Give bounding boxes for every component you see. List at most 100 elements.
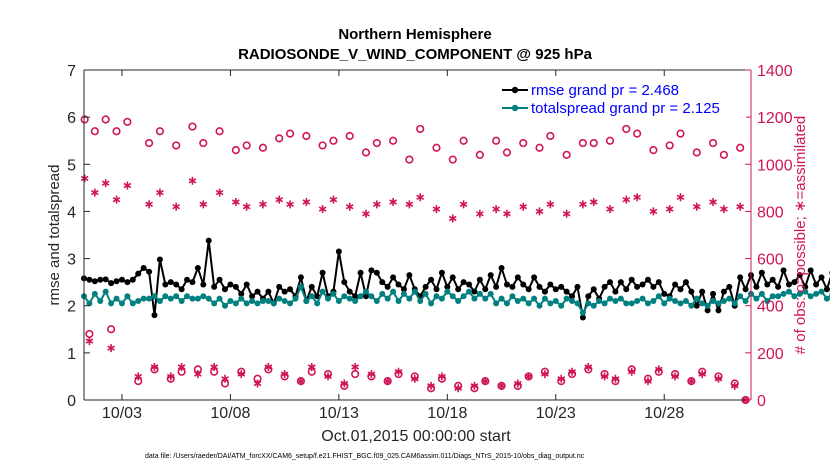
totalspread-point (216, 295, 223, 302)
asterisk-strokes (481, 377, 490, 386)
totalspread-point (243, 300, 250, 307)
totalspread-point (769, 293, 776, 300)
asterisk-strokes (611, 374, 620, 383)
asterisk-strokes (503, 209, 511, 218)
y-tick-label-right: 0 (757, 393, 766, 410)
rmse-point (552, 286, 559, 293)
rmse-point (97, 276, 104, 283)
asterisk-strokes (210, 363, 219, 371)
totalspread-point (308, 293, 315, 300)
totalspread-point (693, 295, 700, 302)
rmse-point (563, 288, 570, 295)
assimilated-obs-marker (709, 198, 717, 206)
rmse-point (433, 286, 440, 293)
totalspread-point (531, 295, 538, 302)
rmse-point (737, 274, 744, 281)
asterisk-strokes (307, 363, 316, 371)
assimilated-obs-marker (535, 207, 544, 216)
assimilated-obs-marker (692, 202, 701, 211)
assimilated-obs-marker (177, 363, 186, 371)
totalspread-point (91, 290, 98, 297)
rmse-point (297, 274, 304, 281)
rmse-point (628, 276, 635, 283)
assimilated-obs-marker (231, 198, 240, 206)
asterisk-strokes (687, 377, 696, 386)
asterisk-strokes (259, 200, 267, 209)
assimilated-obs-marker (405, 200, 414, 209)
assimilated-obs-marker (297, 377, 305, 386)
asterisk-strokes (280, 370, 289, 379)
rmse-point (487, 272, 494, 279)
rmse-point (162, 281, 169, 288)
possible-obs-marker (258, 143, 268, 152)
totalspread-point (780, 290, 787, 297)
assimilated-obs-marker (687, 377, 696, 386)
rmse-point (514, 274, 521, 281)
rmse-point (352, 293, 359, 300)
asterisk-strokes (172, 202, 181, 211)
totalspread-point (270, 300, 277, 307)
totalspread-point (118, 300, 125, 307)
rmse-point (281, 288, 288, 295)
y-tick-label-left: 0 (67, 393, 76, 410)
rmse-point (612, 288, 619, 295)
rmse-point (720, 288, 727, 295)
totalspread-point (796, 290, 803, 297)
rmse-point (227, 281, 234, 288)
y-tick-label-left: 7 (67, 63, 76, 80)
asterisk-strokes (410, 374, 419, 383)
totalspread-point (173, 293, 180, 300)
asterisk-strokes (145, 200, 153, 209)
totalspread-point (254, 300, 261, 307)
totalspread-point (135, 298, 142, 304)
totalspread-point (129, 300, 136, 307)
totalspread-point (672, 298, 679, 304)
possible-obs-marker (432, 143, 441, 152)
totalspread-point (482, 295, 489, 302)
assimilated-obs-marker (541, 370, 549, 379)
asterisk-strokes (394, 367, 403, 376)
assimilated-obs-marker (172, 202, 181, 211)
possible-obs-marker (90, 127, 99, 136)
rmse-point (238, 290, 245, 297)
rmse-point (108, 280, 115, 287)
rmse-point (276, 283, 283, 290)
possible-obs-marker (188, 122, 197, 131)
totalspread-point (731, 300, 738, 307)
rmse-point (579, 314, 586, 321)
asterisk-strokes (475, 209, 484, 218)
rmse-point (124, 279, 131, 286)
totalspread-point (162, 293, 169, 300)
rmse-point (368, 267, 375, 274)
asterisk-strokes (383, 377, 392, 386)
data-marks (80, 115, 830, 405)
totalspread-point (813, 290, 820, 297)
possible-obs-marker (80, 115, 89, 124)
asterisk-strokes (340, 379, 349, 388)
asterisk-strokes (513, 379, 522, 388)
asterisk-strokes (123, 181, 132, 190)
assimilated-obs-marker (600, 372, 609, 381)
assimilated-obs-marker (497, 381, 506, 390)
asterisk-strokes (318, 205, 327, 214)
rmse-point (211, 283, 218, 290)
rmse-point (742, 286, 749, 293)
data-file-footnote: data file: /Users/raeder/DAI/ATM_forcXX/… (145, 453, 585, 460)
rmse-point (558, 283, 565, 290)
possible-obs-marker (285, 129, 295, 138)
rmse-point (221, 286, 228, 293)
asterisk-strokes (416, 193, 425, 202)
totalspread-point (303, 298, 310, 304)
assimilated-obs-marker (459, 200, 468, 209)
assimilated-obs-marker (275, 195, 284, 204)
rmse-point (384, 283, 391, 290)
asterisk-strokes (432, 205, 441, 214)
y-tick-label-left: 4 (67, 204, 76, 221)
assimilated-obs-marker (644, 377, 652, 386)
possible-obs-marker (622, 124, 631, 134)
totalspread-point (682, 298, 689, 304)
assimilated-obs-marker (394, 367, 403, 376)
asterisk-strokes (194, 370, 202, 379)
possible-obs-marker (578, 138, 587, 148)
rmse-point (520, 281, 527, 288)
